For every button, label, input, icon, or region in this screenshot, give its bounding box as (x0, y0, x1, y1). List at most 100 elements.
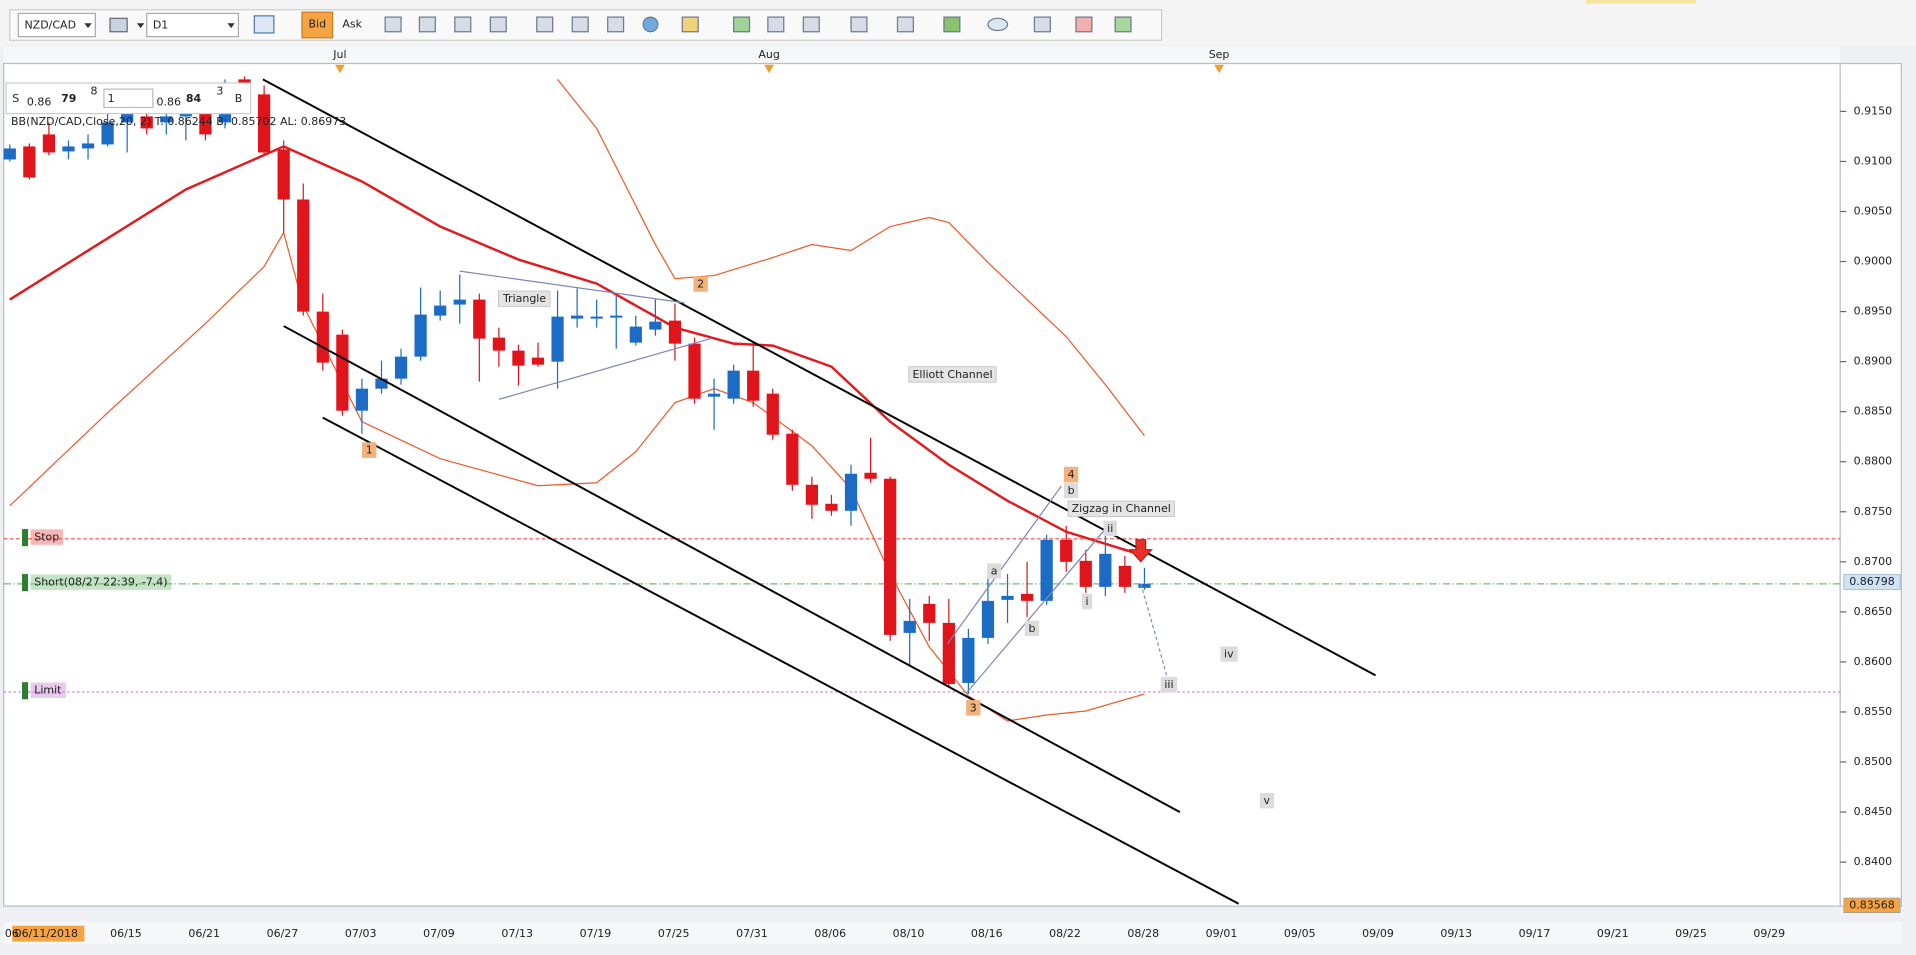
icon[interactable] (607, 16, 625, 33)
icon[interactable] (1033, 16, 1051, 33)
candle-body (1060, 539, 1073, 562)
month-label: Sep (1209, 48, 1230, 61)
band-line (557, 78, 1145, 437)
price-tag-box (1843, 897, 1901, 913)
annotation-box (497, 290, 551, 307)
icon[interactable] (681, 16, 699, 33)
x-tick-label: 06/27 (267, 927, 299, 940)
annotation-box (908, 366, 997, 383)
icon[interactable] (454, 16, 472, 33)
symbol-select[interactable] (17, 12, 96, 38)
candle-body (394, 356, 408, 379)
candle-body (101, 122, 114, 145)
candle-body (42, 134, 56, 153)
y-tick-label: 0.8700 (1854, 555, 1892, 568)
icon[interactable] (1114, 16, 1132, 33)
month-marker (764, 64, 774, 74)
annotation: i (1085, 595, 1088, 608)
annotation: b (1068, 484, 1075, 497)
buy-big: 0.86 (157, 96, 181, 109)
level-handle (22, 682, 29, 700)
annotation-box (1063, 482, 1079, 499)
x-tick-label: 07/31 (736, 927, 768, 940)
annotation: 2 (697, 278, 704, 291)
timeframe-select[interactable] (146, 12, 240, 38)
icon[interactable] (418, 16, 436, 33)
candle-body (434, 305, 447, 316)
dropdown-arrow (136, 23, 145, 29)
triangle-line (498, 337, 712, 400)
candle-body (707, 393, 721, 397)
annotation: ii (1107, 522, 1113, 535)
icon[interactable] (109, 17, 128, 33)
y-tick-label: 0.8800 (1854, 455, 1892, 468)
annotation-box (1081, 593, 1093, 610)
icon[interactable] (987, 17, 1009, 32)
x-tick-label: 07/25 (658, 927, 690, 940)
candle-body (160, 116, 173, 123)
icon[interactable] (489, 16, 507, 33)
candle-body (316, 311, 329, 363)
cursor-date: 06/11/2018 (15, 927, 78, 940)
annotation: 1 (366, 444, 373, 457)
candle-body (257, 94, 271, 153)
icon[interactable] (384, 16, 402, 33)
annotation: iv (1224, 648, 1234, 661)
annotation: a (991, 565, 998, 578)
annotation-box (966, 700, 981, 716)
annotation-box (693, 276, 708, 292)
x-tick-label: 07/13 (501, 927, 533, 940)
annotation-box (1259, 792, 1275, 809)
icon[interactable] (943, 16, 961, 33)
x-tick-label: 09/01 (1206, 927, 1238, 940)
icon[interactable] (850, 16, 868, 33)
y-tick-label: 0.9100 (1854, 154, 1892, 167)
x-tick-label: 08/16 (971, 927, 1003, 940)
icon[interactable] (536, 16, 554, 33)
drawings (262, 78, 1377, 905)
month-label: Aug (758, 48, 779, 61)
y-tick-label: 0.8500 (1854, 755, 1892, 768)
y-tick-label: 0.8950 (1854, 305, 1892, 318)
lot-input[interactable] (103, 88, 154, 109)
candle-body (277, 149, 290, 200)
dropdown-arrow (227, 23, 235, 29)
buy-label: B (235, 92, 243, 105)
cursor-date-box (12, 925, 85, 942)
y-tick-label: 0.8900 (1854, 355, 1892, 368)
candle-body (649, 321, 662, 330)
y-tick-label: 0.8750 (1854, 505, 1892, 518)
channel-line (262, 78, 1377, 677)
annotation-box (362, 442, 377, 458)
icon[interactable] (253, 15, 275, 34)
candle-body (81, 143, 95, 149)
annotation-box (1220, 646, 1238, 662)
month-bar (3, 46, 1841, 64)
level-label: Limit (34, 684, 62, 697)
annotation-box (1160, 676, 1178, 693)
sell-pips: 79 (61, 92, 76, 105)
candle-body (825, 503, 838, 511)
x-tick-label: 09/29 (1753, 927, 1785, 940)
month-marker (1214, 64, 1224, 74)
date-axis (3, 922, 1902, 945)
ask-button[interactable]: Ask (342, 17, 362, 30)
annotation: Triangle (502, 292, 546, 305)
bid: Bid (309, 17, 327, 30)
bid-button[interactable] (301, 11, 334, 39)
price-axis (1839, 62, 1902, 907)
icon[interactable] (767, 16, 785, 33)
icon[interactable] (642, 16, 659, 33)
channel-line (322, 416, 1240, 905)
annotation: 4 (1068, 468, 1075, 481)
candle-body (1118, 565, 1132, 587)
icon[interactable] (896, 16, 914, 33)
icon[interactable] (733, 16, 751, 33)
candle-body (688, 343, 701, 399)
icon[interactable] (571, 16, 589, 33)
symbol: NZD/CAD (24, 19, 76, 32)
x-tick-label: 09/09 (1362, 927, 1394, 940)
icon[interactable] (1075, 16, 1093, 33)
icon[interactable] (802, 16, 820, 33)
y-tick-label: 0.8550 (1854, 705, 1892, 718)
